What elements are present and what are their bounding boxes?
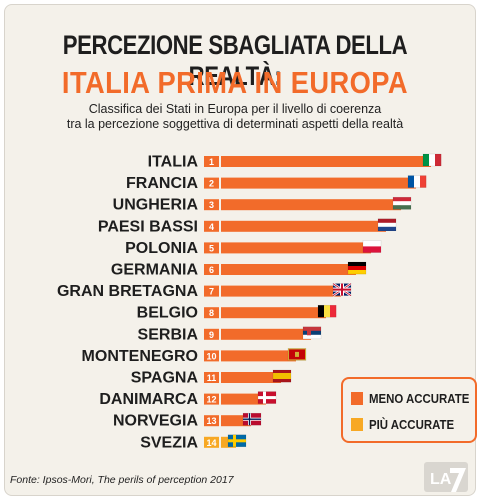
country-label: SERBIA — [138, 326, 199, 343]
country-label: GRAN BRETAGNA — [57, 283, 198, 300]
country-label: FRANCIA — [126, 175, 198, 192]
rank-label: 14 — [206, 438, 216, 448]
subtitle-line-1: Classifica dei Stati in Europa per il li… — [88, 102, 382, 116]
flag-belgium-icon — [317, 304, 337, 318]
rank-badge — [204, 415, 219, 427]
country-label: PAESI BASSI — [98, 218, 198, 235]
rank-label: 5 — [209, 243, 214, 253]
country-label: MONTENEGRO — [82, 348, 198, 365]
flag-hungary-icon — [392, 196, 412, 210]
flag-poland-icon — [362, 240, 382, 253]
flag-netherlands-icon — [377, 218, 397, 232]
rank-badge — [204, 328, 219, 340]
rank-badge — [204, 307, 219, 319]
bar — [221, 307, 326, 319]
rank-badge — [204, 156, 219, 167]
legend-swatch — [351, 418, 363, 431]
bar — [221, 220, 386, 232]
rank-badge — [204, 220, 219, 232]
legend-box — [341, 377, 477, 443]
flag-montenegro-icon — [287, 348, 307, 361]
rank-label: 13 — [206, 416, 216, 426]
country-label: ITALIA — [148, 154, 199, 171]
country-label: UNGHERIA — [113, 197, 199, 214]
rank-label: 9 — [209, 330, 214, 340]
legend-label: MENO ACCURATE — [369, 392, 469, 407]
country-label: GERMANIA — [111, 262, 199, 279]
rank-label: 4 — [209, 222, 214, 232]
title-line-2: ITALIA PRIMA IN EUROPA — [61, 65, 409, 100]
bar — [221, 328, 311, 340]
flag-sweden-icon — [227, 434, 247, 448]
la7-logo: LA — [424, 462, 468, 492]
legend-swatch — [351, 392, 363, 405]
flag-italy-icon — [422, 153, 442, 167]
rank-label: 12 — [206, 395, 216, 405]
country-label: NORVEGIA — [113, 413, 199, 430]
svg-text:LA: LA — [430, 471, 452, 488]
subtitle: Classifica dei Stati in Europa per il li… — [0, 102, 470, 132]
title-line-1: PERCEZIONE SBAGLIATA DELLA REALTÀ: — [62, 30, 408, 91]
flag-france-icon — [407, 175, 427, 188]
rank-badge — [204, 264, 219, 275]
source-note: Fonte: Ipsos-Mori, The perils of percept… — [10, 474, 234, 486]
country-label: POLONIA — [125, 240, 198, 257]
bar — [221, 242, 371, 254]
flag-serbia-icon — [302, 326, 322, 340]
rank-badge — [204, 242, 219, 254]
country-label: SPAGNA — [131, 370, 199, 387]
rank-label: 8 — [209, 308, 214, 318]
flag-norway-icon — [242, 412, 262, 426]
rank-label: 10 — [206, 351, 216, 361]
rank-badge — [204, 436, 219, 448]
bar — [221, 264, 356, 275]
subtitle-line-2: tra la percezione soggettiva di determin… — [66, 117, 404, 131]
bar — [221, 415, 251, 427]
bar — [221, 156, 431, 167]
rank-badge — [204, 285, 219, 297]
bar — [221, 285, 341, 297]
bar — [221, 372, 281, 383]
rank-badge — [204, 350, 219, 362]
bar — [221, 177, 416, 189]
country-label: DANIMARCA — [99, 391, 198, 408]
rank-badge — [204, 177, 219, 189]
rank-badge — [204, 199, 219, 211]
legend-label: PIÙ ACCURATE — [369, 417, 454, 433]
country-label: BELGIO — [137, 305, 198, 322]
rank-badge — [204, 393, 219, 405]
rank-label: 2 — [209, 179, 214, 189]
bar — [221, 199, 401, 211]
rank-label: 11 — [207, 373, 217, 383]
flag-united-kingdom-icon — [332, 282, 352, 297]
flag-denmark-icon — [257, 391, 277, 404]
country-label: SVEZIA — [140, 434, 198, 451]
bar — [221, 393, 266, 405]
rank-label: 7 — [209, 287, 214, 297]
rank-label: 3 — [209, 200, 214, 210]
flag-spain-icon — [272, 369, 292, 383]
bar — [221, 350, 296, 362]
rank-badge — [204, 372, 219, 383]
rank-label: 1 — [209, 157, 214, 167]
flag-germany-icon — [347, 261, 367, 275]
rank-label: 6 — [209, 265, 214, 275]
